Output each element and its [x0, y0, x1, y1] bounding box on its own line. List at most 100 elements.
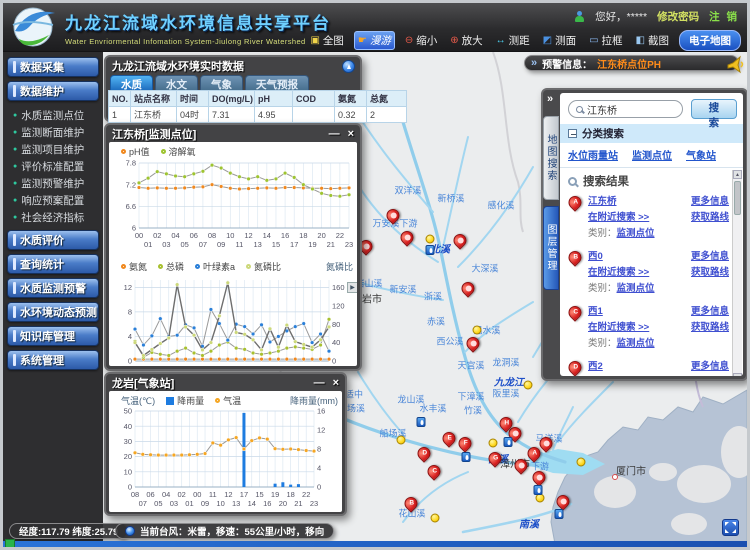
minimize-icon[interactable]: — — [328, 127, 340, 140]
panel-tab-地图搜索[interactable]: 地图搜索 — [543, 116, 559, 200]
tab-水文[interactable]: 水文 — [155, 75, 198, 91]
nearby-search-link[interactable]: 在附近搜索 >> — [588, 212, 650, 223]
result-name-link[interactable]: 西0 — [588, 251, 603, 262]
sidebar-item-水质监测点位[interactable]: 水质监测点位 — [13, 107, 99, 124]
scroll-down-icon[interactable]: ▼ — [733, 373, 742, 376]
sidebar-section-水质评价[interactable]: 水质评价 — [7, 230, 99, 250]
close-icon[interactable]: × — [332, 376, 339, 389]
get-route-link[interactable]: 获取路线 — [690, 322, 729, 333]
search-button[interactable]: 搜索 — [690, 99, 737, 129]
sidebar-section-系统管理[interactable]: 系统管理 — [7, 350, 99, 370]
water-drop-icon[interactable] — [461, 452, 471, 462]
sidebar-section-知识库管理[interactable]: 知识库管理 — [7, 326, 99, 346]
tab-气象[interactable]: 气象 — [200, 75, 243, 91]
result-name-link[interactable]: 江东桥 — [588, 196, 617, 207]
sidebar-section-水质监测预警[interactable]: 水质监测预警 — [7, 278, 99, 298]
nearby-search-link[interactable]: 在附近搜索 >> — [588, 322, 650, 333]
change-password-link[interactable]: 修改密码 — [657, 11, 700, 23]
close-icon[interactable]: × — [347, 127, 354, 140]
station-dot-yellow[interactable] — [576, 457, 586, 467]
sidebar-item-监测项目维护[interactable]: 监测项目维护 — [13, 141, 99, 158]
nearby-search-link[interactable]: 在附近搜索 >> — [588, 267, 650, 278]
category-link-水位雨量站[interactable]: 水位雨量站 — [568, 151, 618, 162]
sidebar-item-社会经济指标[interactable]: 社会经济指标 — [13, 209, 99, 226]
map-canvas[interactable]: 双洋溪 新桥溪 感化溪 万安溪下游 北溪 大深溪 岩山溪 新安溪 浙溪 龙岩市 赤溪 温水溪 西公溪 天宫… — [103, 52, 747, 544]
tab-水质[interactable]: 水质 — [110, 75, 153, 91]
collapse-chevron-icon[interactable]: » — [547, 93, 554, 105]
sidebar-section-水环境动态预测[interactable]: 水环境动态预测 — [7, 302, 99, 322]
water-drop-icon[interactable] — [533, 485, 543, 495]
svg-text:10: 10 — [215, 364, 223, 366]
sidebar-item-评价标准配置[interactable]: 评价标准配置 — [13, 158, 99, 175]
result-name-link[interactable]: 西1 — [588, 306, 603, 317]
svg-text:15: 15 — [272, 240, 280, 249]
results-scrollbar[interactable]: ▲ ▼ — [732, 170, 742, 376]
panel-tab-图层管理[interactable]: 图层管理 — [543, 206, 559, 290]
toolbar-button-放大[interactable]: ⊕ 放大 — [450, 34, 483, 47]
toolbar-button-全图[interactable]: ▣ 全图 — [310, 34, 344, 47]
panel-collapse-icon[interactable] — [342, 60, 355, 73]
toolbar-button-测距[interactable]: ↔ 测距 — [495, 34, 530, 47]
tab-天气预报[interactable]: 天气预报 — [245, 75, 309, 91]
water-drop-icon[interactable] — [554, 509, 564, 519]
svg-text:01: 01 — [185, 499, 193, 508]
map-fullscreen-icon[interactable] — [722, 519, 739, 536]
station-dot-yellow[interactable] — [425, 234, 435, 244]
toolbar-button-测面[interactable]: ◩ 测面 — [542, 34, 577, 47]
toolbar-button-漫游[interactable]: ☛ 漫游 — [353, 31, 395, 50]
sidebar-section-查询统计[interactable]: 查询统计 — [7, 254, 99, 274]
category-value-link[interactable]: 监测点位 — [616, 228, 655, 239]
category-search-header[interactable]: 分类搜索 — [560, 124, 743, 143]
category-value-link[interactable]: 监测点位 — [616, 283, 655, 294]
scroll-up-icon[interactable]: ▲ — [733, 170, 742, 179]
sidebar-item-监测预警维护[interactable]: 监测预警维护 — [13, 175, 99, 192]
logout-link[interactable]: 注 销 — [709, 11, 739, 23]
station-dot-yellow[interactable] — [523, 380, 533, 390]
toolbar-button-截图[interactable]: ◧ 截图 — [635, 34, 669, 47]
water-drop-icon[interactable] — [503, 437, 513, 447]
toolbar-button-电子地图[interactable]: 电子地图 — [679, 30, 741, 51]
svg-text:8: 8 — [128, 308, 132, 317]
toolbar-button-缩小[interactable]: ⊖ 缩小 — [404, 34, 438, 47]
svg-text:20: 20 — [279, 499, 287, 508]
get-route-link[interactable]: 获取路线 — [691, 374, 729, 376]
table-row[interactable]: 1 江东桥 04时 7.31 4.95 0.32 2 — [108, 106, 407, 123]
category-value-link[interactable]: 监测点位 — [616, 338, 655, 349]
station-dot-yellow[interactable] — [488, 438, 498, 448]
col-header: pH — [254, 90, 293, 107]
water-drop-icon[interactable] — [425, 245, 435, 255]
more-info-link[interactable]: 更多信息 — [690, 306, 729, 317]
svg-text:20: 20 — [124, 452, 132, 461]
sidebar-item-响应预案配置[interactable]: 响应预案配置 — [13, 192, 99, 209]
nearby-search-link[interactable]: 在附近搜索 >> — [588, 374, 649, 376]
get-route-link[interactable]: 获取路线 — [690, 212, 729, 223]
sidebar-item-监测断面维护[interactable]: 监测断面维护 — [13, 124, 99, 141]
category-link-气象站[interactable]: 气象站 — [686, 151, 716, 162]
more-info-link[interactable]: 更多信息 — [690, 361, 729, 372]
more-info-link[interactable]: 更多信息 — [690, 196, 729, 207]
station-dot-yellow[interactable] — [430, 513, 440, 523]
category-link-监测点位[interactable]: 监测点位 — [632, 151, 672, 162]
city-dot[interactable] — [612, 474, 618, 480]
search-result-B: B 西0 更多信息 在附近搜索 >> 获取路线 类别：监测点位 — [565, 248, 729, 296]
water-drop-icon[interactable] — [416, 417, 426, 427]
minimize-icon[interactable]: — — [313, 376, 325, 389]
search-input[interactable]: 江东桥 — [568, 100, 683, 118]
more-info-link[interactable]: 更多信息 — [690, 251, 729, 262]
toolbar-button-拉框[interactable]: ▭ 拉框 — [589, 34, 623, 47]
get-route-link[interactable]: 获取路线 — [690, 267, 729, 278]
svg-text:22: 22 — [302, 490, 310, 499]
left-axis-label: 气温(℃) — [121, 396, 156, 406]
chart-legend: pH值 溶解氧 — [109, 142, 357, 158]
station-dot-yellow[interactable] — [396, 435, 406, 445]
scrollbar-thumb[interactable] — [734, 181, 741, 215]
result-name-link[interactable]: 西2 — [588, 361, 603, 372]
scroll-right-icon[interactable]: ▶ — [347, 282, 357, 293]
sidebar-section-数据维护[interactable]: 数据维护 — [7, 81, 99, 101]
warning-chevron-icon[interactable]: » — [531, 57, 538, 69]
collapse-box-icon[interactable] — [568, 129, 577, 138]
sidebar-section-数据采集[interactable]: 数据采集 — [7, 57, 99, 77]
station-dot-yellow[interactable] — [472, 325, 482, 335]
